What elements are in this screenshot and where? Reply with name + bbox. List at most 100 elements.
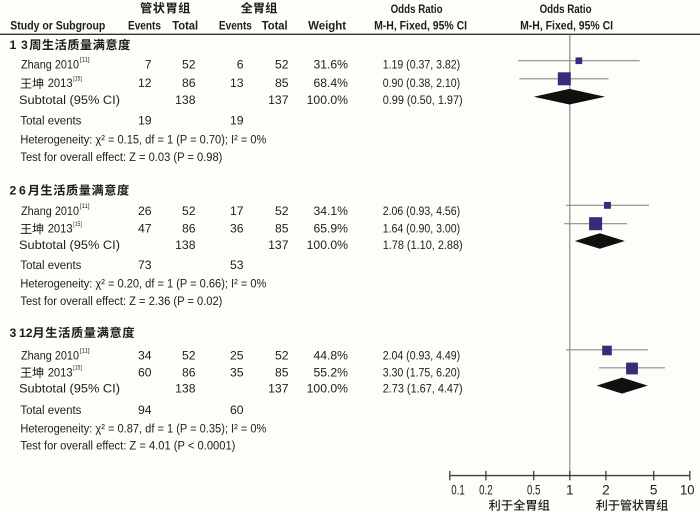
svg-text:Zhang 2010: Zhang 2010 xyxy=(21,204,79,218)
svg-text:2.06 (0.93, 4.56): 2.06 (0.93, 4.56) xyxy=(383,204,461,218)
svg-text:35: 35 xyxy=(230,365,244,379)
svg-text:68.4%: 68.4% xyxy=(313,76,348,90)
svg-text:138: 138 xyxy=(175,238,196,252)
svg-text:73: 73 xyxy=(138,258,152,272)
svg-text:6: 6 xyxy=(19,183,26,197)
svg-text:85: 85 xyxy=(275,365,289,379)
svg-text:[15]: [15] xyxy=(73,365,82,372)
svg-text:Weight: Weight xyxy=(308,19,346,33)
svg-text:Subtotal (95% CI): Subtotal (95% CI) xyxy=(19,238,120,252)
svg-text:2.04 (0.93, 4.49): 2.04 (0.93, 4.49) xyxy=(383,348,461,362)
svg-text:86: 86 xyxy=(182,222,196,236)
svg-text:52: 52 xyxy=(275,57,289,71)
svg-text:Subtotal (95% CI): Subtotal (95% CI) xyxy=(19,93,120,107)
svg-text:138: 138 xyxy=(175,93,196,107)
svg-text:34: 34 xyxy=(138,348,152,362)
svg-text:100.0%: 100.0% xyxy=(307,238,348,252)
svg-text:2: 2 xyxy=(602,483,610,498)
svg-text:Odds Ratio: Odds Ratio xyxy=(391,2,443,16)
svg-text:3: 3 xyxy=(21,38,28,52)
svg-text:60: 60 xyxy=(230,403,244,417)
svg-text:M-H, Fixed, 95% CI: M-H, Fixed, 95% CI xyxy=(520,19,613,33)
svg-text:137: 137 xyxy=(268,93,289,107)
svg-text:55.2%: 55.2% xyxy=(313,365,348,379)
svg-text:65.9%: 65.9% xyxy=(313,222,348,236)
svg-text:Total events: Total events xyxy=(20,258,81,272)
svg-text:12: 12 xyxy=(19,326,33,340)
svg-text:3: 3 xyxy=(10,326,17,340)
svg-text:137: 137 xyxy=(268,238,289,252)
svg-text:7: 7 xyxy=(145,57,152,71)
svg-text:2013: 2013 xyxy=(48,365,73,379)
svg-text:Heterogeneity: χ² = 0.87, df =: Heterogeneity: χ² = 0.87, df = 1 (P = 0.… xyxy=(20,421,266,435)
svg-text:31.6%: 31.6% xyxy=(313,57,348,71)
svg-text:[11]: [11] xyxy=(80,203,90,210)
svg-text:47: 47 xyxy=(138,222,152,236)
svg-text:Events: Events xyxy=(128,19,161,33)
svg-text:26: 26 xyxy=(138,204,152,218)
svg-text:19: 19 xyxy=(138,114,152,128)
svg-text:Subtotal (95% CI): Subtotal (95% CI) xyxy=(19,382,120,396)
svg-text:Total: Total xyxy=(172,19,198,33)
svg-text:12: 12 xyxy=(138,76,152,90)
svg-text:1: 1 xyxy=(566,483,574,498)
svg-text:1: 1 xyxy=(10,38,17,52)
svg-text:25: 25 xyxy=(230,348,244,362)
svg-text:6: 6 xyxy=(237,57,244,71)
svg-text:85: 85 xyxy=(275,222,289,236)
svg-text:86: 86 xyxy=(182,76,196,90)
svg-text:19: 19 xyxy=(230,114,244,128)
svg-text:Test for overall effect: Z = 2: Test for overall effect: Z = 2.36 (P = 0… xyxy=(20,294,222,308)
svg-text:13: 13 xyxy=(230,76,244,90)
svg-text:52: 52 xyxy=(275,348,289,362)
svg-text:100.0%: 100.0% xyxy=(307,93,348,107)
svg-text:3.30 (1.75, 6.20): 3.30 (1.75, 6.20) xyxy=(383,365,461,379)
svg-text:34.1%: 34.1% xyxy=(313,204,348,218)
svg-text:53: 53 xyxy=(230,258,244,272)
svg-text:Total events: Total events xyxy=(20,403,81,417)
svg-text:Test for overall effect: Z = 4: Test for overall effect: Z = 4.01 (P < 0… xyxy=(20,438,235,452)
svg-text:[15]: [15] xyxy=(73,221,82,228)
svg-text:52: 52 xyxy=(182,204,196,218)
svg-text:Study or Subgroup: Study or Subgroup xyxy=(10,19,105,33)
svg-text:Total: Total xyxy=(262,19,288,33)
svg-text:0.90 (0.38, 2.10): 0.90 (0.38, 2.10) xyxy=(383,76,461,90)
svg-text:1.64 (0.90, 3.00): 1.64 (0.90, 3.00) xyxy=(383,222,461,236)
svg-text:Odds Ratio: Odds Ratio xyxy=(540,2,592,16)
svg-text:86: 86 xyxy=(182,365,196,379)
svg-text:0.99 (0.50, 1.97): 0.99 (0.50, 1.97) xyxy=(383,93,463,107)
svg-text:1.19 (0.37, 3.82): 1.19 (0.37, 3.82) xyxy=(383,57,461,71)
svg-text:[15]: [15] xyxy=(73,75,82,82)
svg-text:17: 17 xyxy=(230,204,244,218)
svg-text:10: 10 xyxy=(680,483,695,498)
svg-text:100.0%: 100.0% xyxy=(307,382,348,396)
svg-text:52: 52 xyxy=(182,57,196,71)
svg-text:0.2: 0.2 xyxy=(479,483,493,498)
svg-text:Zhang 2010: Zhang 2010 xyxy=(21,57,79,71)
svg-text:Zhang 2010: Zhang 2010 xyxy=(21,348,79,362)
svg-text:Heterogeneity: χ² = 0.15, df =: Heterogeneity: χ² = 0.15, df = 1 (P = 0.… xyxy=(20,132,266,146)
svg-text:138: 138 xyxy=(175,382,196,396)
svg-text:1.78 (1.10, 2.88): 1.78 (1.10, 2.88) xyxy=(383,238,463,252)
svg-text:137: 137 xyxy=(268,382,289,396)
svg-text:52: 52 xyxy=(275,204,289,218)
svg-text:[11]: [11] xyxy=(80,348,90,355)
svg-text:85: 85 xyxy=(275,76,289,90)
svg-text:2013: 2013 xyxy=(48,76,73,90)
svg-text:Heterogeneity: χ² = 0.20, df =: Heterogeneity: χ² = 0.20, df = 1 (P = 0.… xyxy=(20,276,266,290)
svg-text:2.73 (1.67, 4.47): 2.73 (1.67, 4.47) xyxy=(383,382,463,396)
svg-text:M-H, Fixed, 95% CI: M-H, Fixed, 95% CI xyxy=(374,19,467,33)
svg-text:36: 36 xyxy=(230,222,244,236)
svg-text:5: 5 xyxy=(650,483,658,498)
svg-text:Total events: Total events xyxy=(20,114,81,128)
svg-text:94: 94 xyxy=(138,403,152,417)
svg-text:0.1: 0.1 xyxy=(451,483,465,498)
svg-text:52: 52 xyxy=(182,348,196,362)
svg-text:44.8%: 44.8% xyxy=(313,348,348,362)
svg-text:60: 60 xyxy=(138,365,152,379)
svg-text:Events: Events xyxy=(219,19,252,33)
svg-text:2013: 2013 xyxy=(48,222,73,236)
svg-text:[11]: [11] xyxy=(80,57,90,64)
svg-text:0.5: 0.5 xyxy=(527,483,541,498)
svg-text:2: 2 xyxy=(10,183,17,197)
